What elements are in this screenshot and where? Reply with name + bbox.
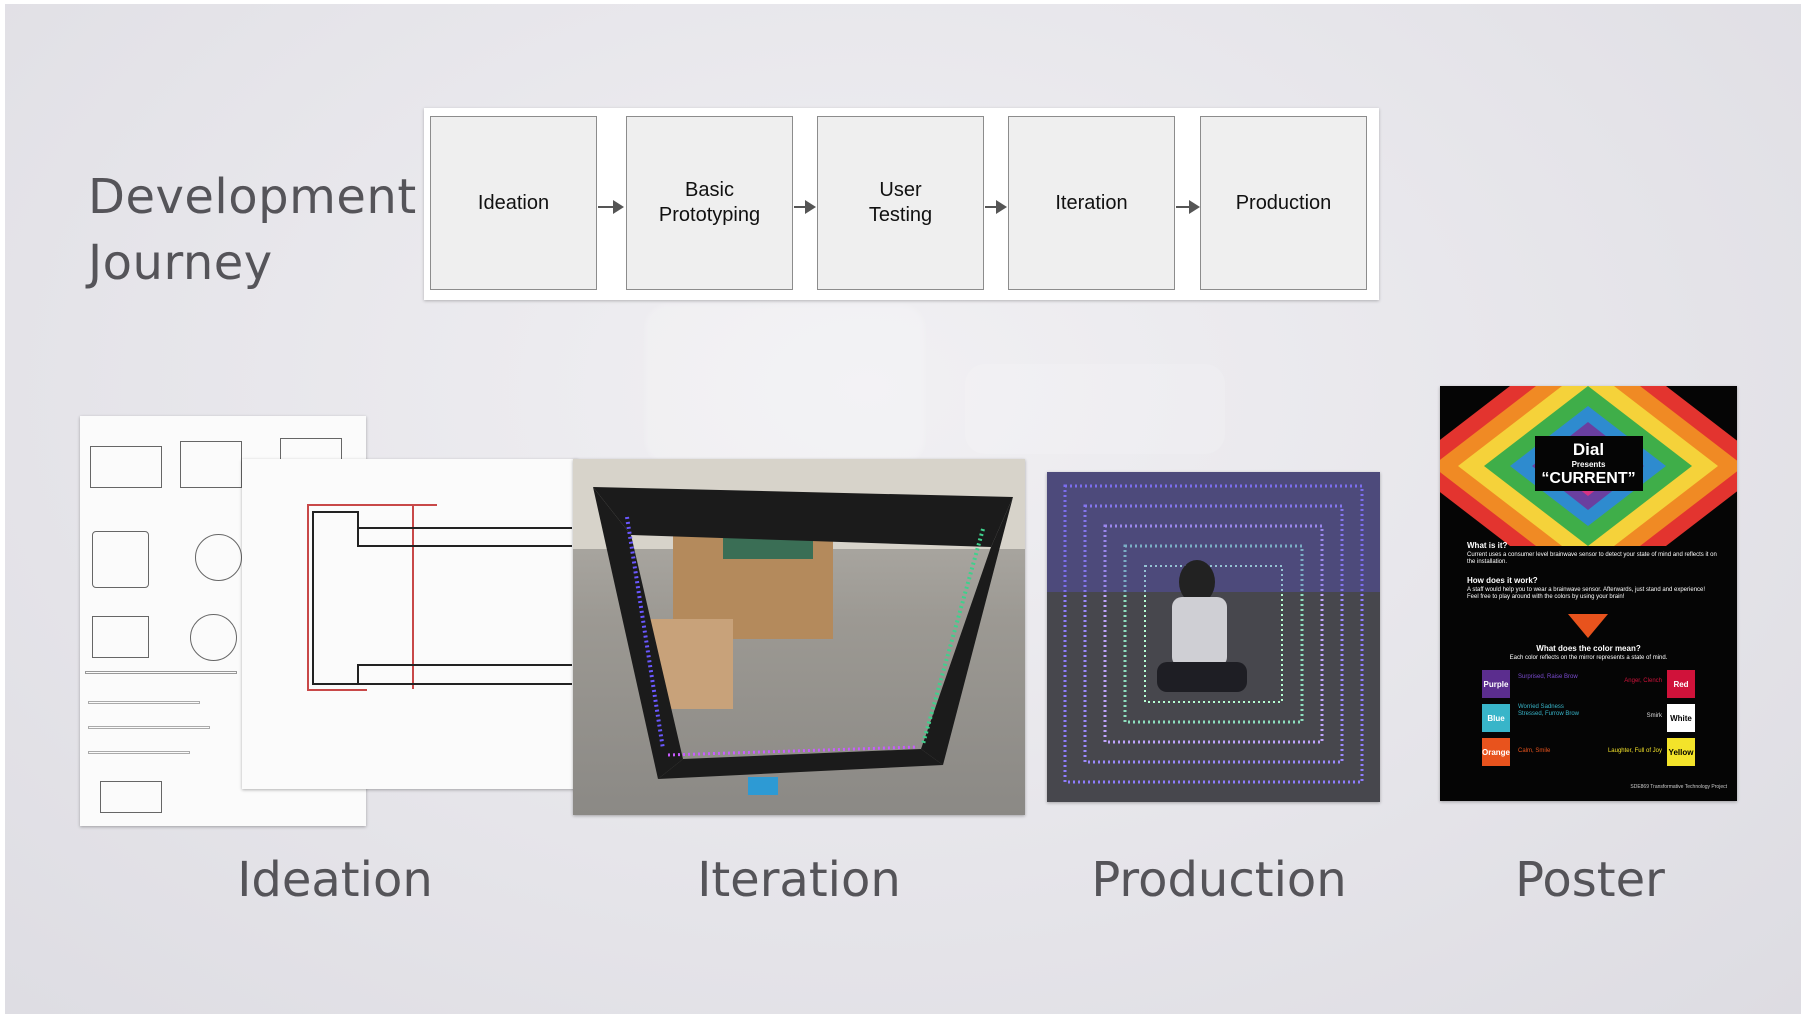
poster-meaning-yellow: Laughter, Full of Joy	[1607, 748, 1662, 754]
caption-ideation: Ideation	[237, 852, 433, 908]
poster-swatch-purple: Purple	[1482, 670, 1510, 698]
title-line-2: Journey	[88, 235, 273, 291]
flow-step-user-testing: User Testing	[817, 116, 984, 290]
caption-iteration: Iteration	[697, 852, 901, 908]
poster-question-3: What does the color mean?	[1536, 644, 1641, 653]
poster-brand: Dial	[1572, 440, 1605, 459]
poster-question-2: How does it work?	[1467, 576, 1538, 585]
poster-meaning-white: Smirk	[1646, 713, 1662, 719]
flow-arrow	[598, 200, 624, 214]
flow-step-basic-prototyping: Basic Prototyping	[626, 116, 793, 290]
flow-step-production: Production	[1200, 116, 1367, 290]
flow-arrow	[985, 200, 1007, 214]
poster-answer-1: Current uses a consumer level brainwave …	[1467, 552, 1717, 565]
caption-poster: Poster	[1515, 852, 1665, 908]
poster-diamond-graphic	[1440, 386, 1737, 546]
poster-meaning-purple: Surprised, Raise Brow	[1518, 674, 1578, 680]
poster-presents: Presents	[1571, 460, 1606, 469]
poster-answer-3: Each color reflects on the mirror repres…	[1509, 655, 1668, 661]
poster-answer-2: A staff would help you to wear a brainwa…	[1467, 587, 1706, 600]
flow-arrow	[1176, 200, 1200, 214]
poster-meaning-blue: Worried Sadness Stressed, Furrow Brow	[1518, 704, 1580, 717]
process-flow-diagram: Ideation Basic Prototyping User Testing …	[424, 108, 1379, 300]
poster-meaning-red: Anger, Clench	[1624, 678, 1662, 684]
poster-image: Dial Presents “CURRENT” What is it? Curr…	[1440, 386, 1737, 801]
ideation-sketch-sheet-front	[242, 459, 578, 789]
poster-question-1: What is it?	[1467, 541, 1508, 550]
production-photo	[1047, 472, 1380, 802]
iteration-photo	[573, 459, 1025, 815]
poster-swatch-red: Red	[1667, 670, 1695, 698]
background-ghost-shape	[965, 364, 1225, 454]
page-title: Development Journey	[88, 164, 428, 296]
poster-swatch-orange: Orange	[1482, 738, 1510, 766]
infinity-mirror-image	[1047, 472, 1380, 802]
poster-swatch-white: White	[1667, 704, 1695, 732]
caption-production: Production	[1091, 852, 1347, 908]
slide: Development Journey Ideation Basic Proto…	[5, 4, 1801, 1014]
poster-title: “CURRENT”	[1541, 470, 1636, 487]
flow-step-ideation: Ideation	[430, 116, 597, 290]
poster-footer: SDE869 Transformative Technology Project	[1630, 784, 1727, 790]
poster-swatch-yellow: Yellow	[1667, 738, 1695, 766]
background-ghost-shape	[645, 304, 925, 464]
title-line-1: Development	[88, 169, 417, 225]
poster-swatch-blue: Blue	[1482, 704, 1510, 732]
flow-step-iteration: Iteration	[1008, 116, 1175, 290]
flow-arrow	[794, 200, 816, 214]
led-frame-prototype-image	[573, 459, 1025, 795]
poster-meaning-orange: Calm, Smile	[1518, 748, 1551, 754]
poster-arrow-graphic	[1568, 614, 1608, 638]
